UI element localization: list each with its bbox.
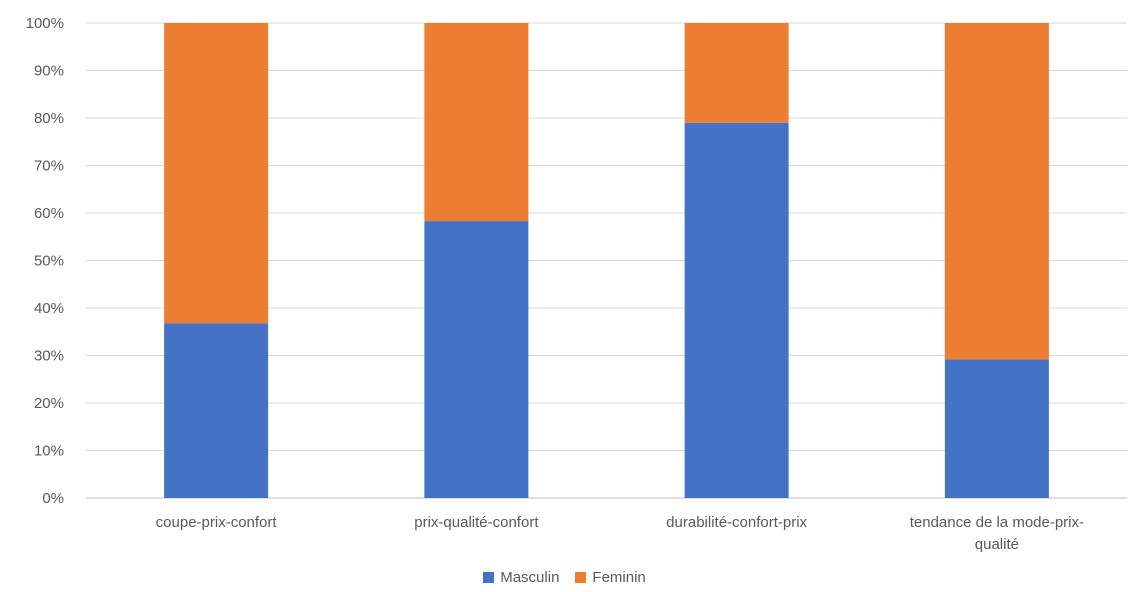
bar-feminin-0[interactable] [164,23,269,324]
y-tick-label: 30% [34,348,64,365]
legend-item-masculin[interactable]: Masculin [483,569,559,586]
legend-swatch-feminin [575,572,587,583]
bar-feminin-2[interactable] [684,23,789,123]
bar-masculin-3[interactable] [944,359,1049,498]
y-tick-label: 70% [34,158,64,175]
y-tick-label: 60% [34,205,64,222]
bars [164,23,1049,498]
bar-feminin-1[interactable] [424,23,529,222]
y-axis: 0% 10% 20% 30% 40% 50% 60% 70% 80% 90% 100% [26,15,64,507]
legend-label-masculin: Masculin [500,569,560,586]
x-axis: coupe-prix-confort prix-qualité-confort du… [156,514,1084,553]
x-category-label: coupe-prix-confort [156,514,278,531]
legend-swatch-masculin [483,572,495,583]
y-tick-label: 80% [34,110,64,127]
y-tick-label: 20% [34,395,64,412]
y-tick-label: 10% [34,443,64,460]
x-category-label: durabilité-confort-prix [666,514,807,531]
y-tick-label: 100% [26,15,64,32]
bar-masculin-1[interactable] [424,221,529,498]
legend-item-feminin[interactable]: Feminin [575,569,646,586]
x-category-label: qualité [975,536,1019,553]
y-tick-label: 0% [42,490,64,507]
legend: Masculin Feminin [0,569,1129,586]
x-category-label: prix-qualité-confort [414,514,539,531]
y-tick-label: 40% [34,300,64,317]
legend-label-feminin: Feminin [592,569,646,586]
y-tick-label: 90% [34,63,64,80]
bar-masculin-2[interactable] [684,122,789,498]
bar-masculin-0[interactable] [164,323,269,498]
x-category-label: tendance de la mode-prix- [910,514,1084,531]
bar-feminin-3[interactable] [944,23,1049,360]
y-tick-label: 50% [34,253,64,270]
